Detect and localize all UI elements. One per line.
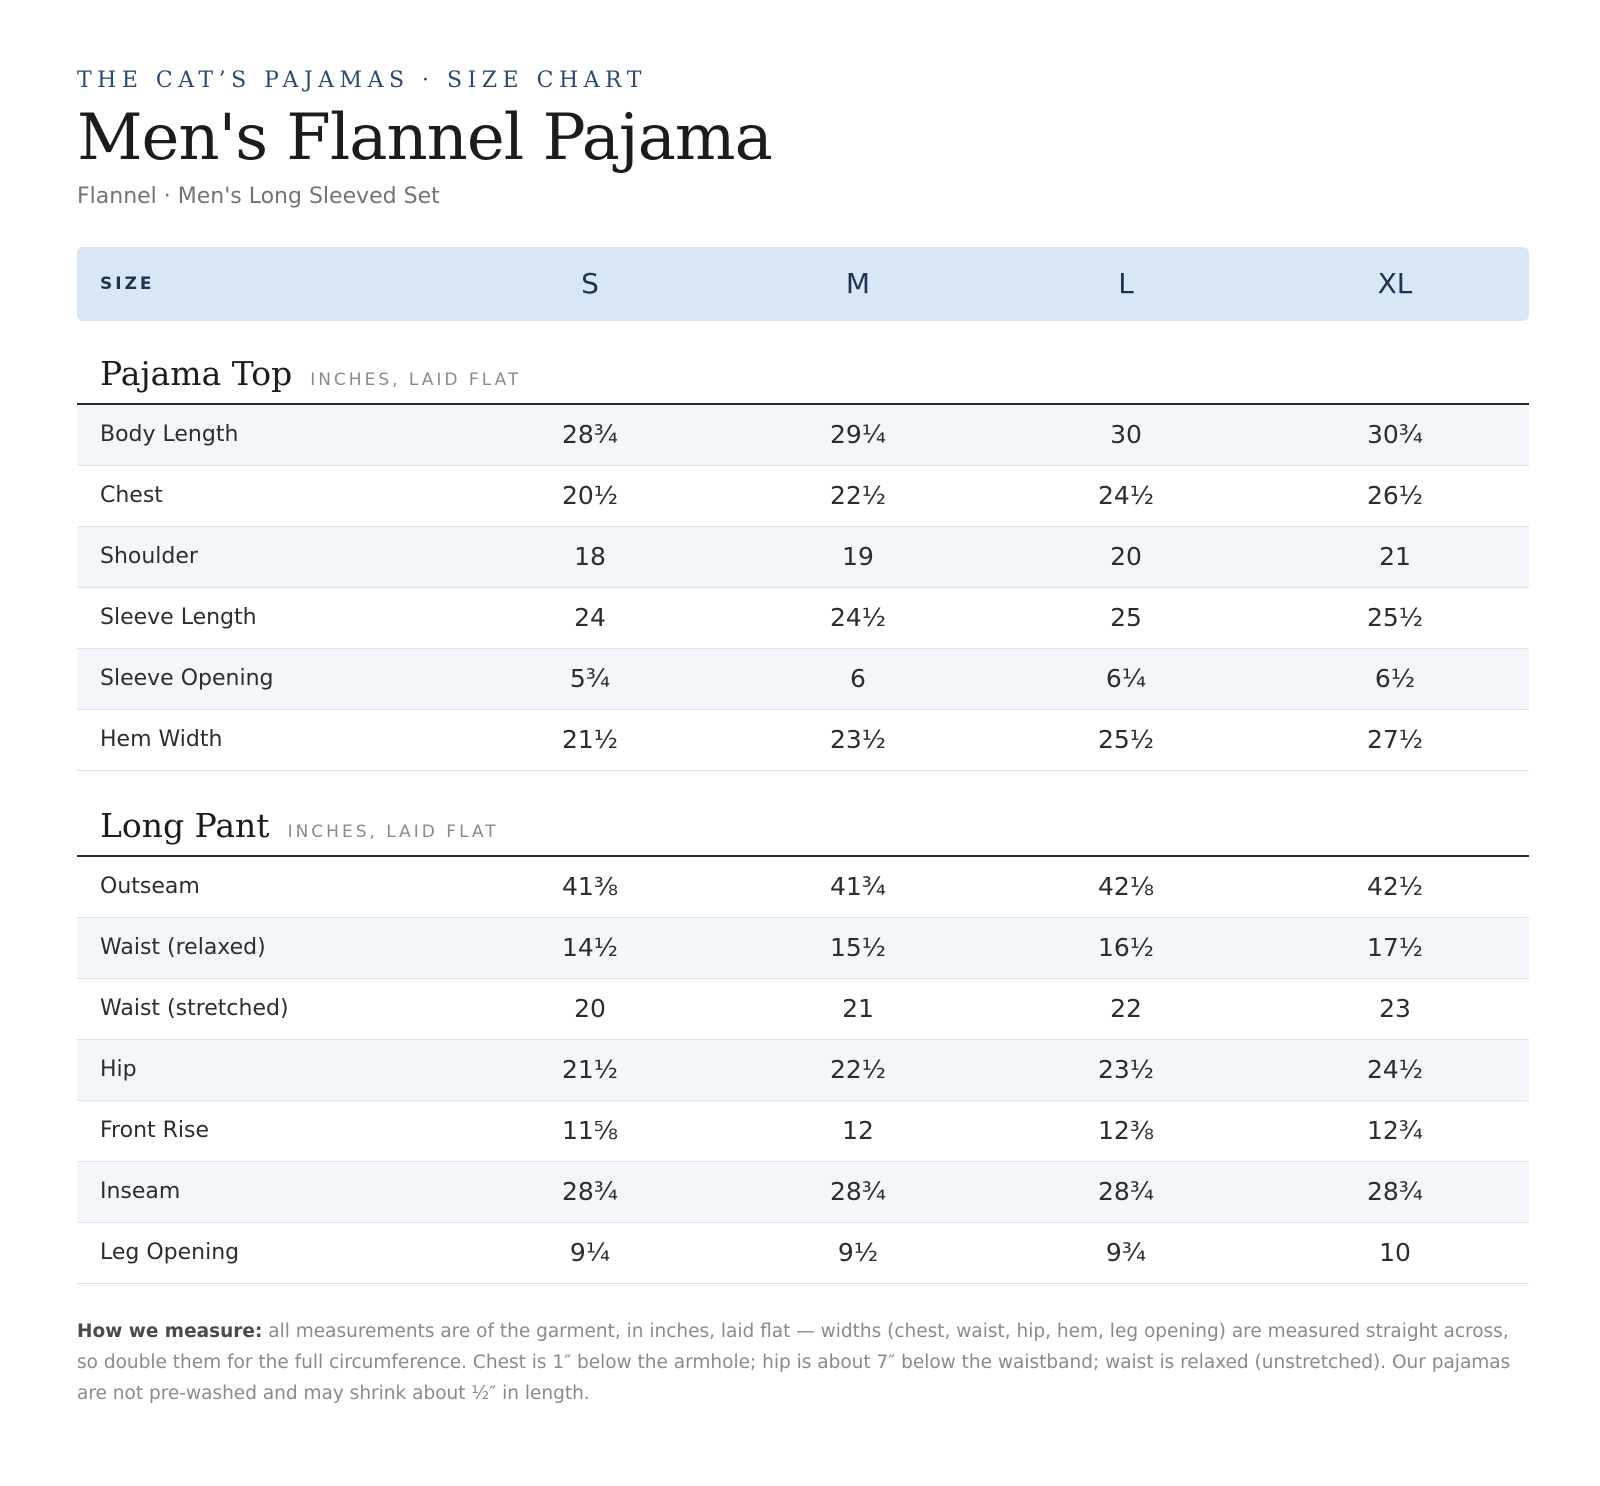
value-cell: 28¾ [829,1177,887,1206]
value-cell: 22½ [829,1055,887,1084]
section-pajama-top: Pajama Top INCHES, LAID FLAT Body Length … [77,341,1529,771]
value-cell: 11⅝ [561,1116,619,1145]
value-cell: 16½ [1097,933,1155,962]
row-label: Outseam [100,874,200,899]
value-cell: 28¾ [1097,1177,1155,1206]
value-cell: 10 [1379,1238,1411,1267]
row-label: Hem Width [100,727,223,752]
page-title: Men's Flannel Pajama [77,101,773,175]
value-cell: 24½ [829,603,887,632]
table-row: Body Length 28¾ 29¼ 30 30¾ [77,405,1529,466]
value-cell: 24½ [1097,481,1155,510]
table-row: Inseam 28¾ 28¾ 28¾ 28¾ [77,1162,1529,1223]
value-cell: 6 [850,664,866,693]
value-cell: 30 [1110,420,1142,449]
table-row: Sleeve Opening 5¾ 6 6¼ 6½ [77,649,1529,710]
value-cell: 20 [1110,542,1142,571]
table-row: Waist (stretched) 20 21 22 23 [77,979,1529,1040]
row-label: Inseam [100,1179,181,1204]
size-column-s: S [581,267,599,300]
value-cell: 22 [1110,994,1142,1023]
value-cell: 42⅛ [1097,872,1155,901]
measurement-note-text: all measurements are of the garment, in … [77,1321,1511,1404]
value-cell: 21½ [561,725,619,754]
row-label: Body Length [100,422,239,447]
value-cell: 5¾ [569,664,611,693]
section-unit-label: INCHES, LAID FLAT [310,370,522,390]
size-header-row: SIZE S M L XL [77,247,1529,321]
table-row: Chest 20½ 22½ 24½ 26½ [77,466,1529,527]
table-row: Shoulder 18 19 20 21 [77,527,1529,588]
value-cell: 23 [1379,994,1411,1023]
value-cell: 6¼ [1105,664,1147,693]
value-cell: 30¾ [1366,420,1424,449]
row-label: Chest [100,483,163,508]
value-cell: 23½ [1097,1055,1155,1084]
value-cell: 6½ [1374,664,1416,693]
value-cell: 9¾ [1105,1238,1147,1267]
table-row: Front Rise 11⅝ 12 12⅜ 12¾ [77,1101,1529,1162]
table-row: Waist (relaxed) 14½ 15½ 16½ 17½ [77,918,1529,979]
value-cell: 19 [842,542,874,571]
value-cell: 41⅜ [561,872,619,901]
size-column-l: L [1118,267,1134,300]
page-subtitle: Flannel · Men's Long Sleeved Set [77,184,440,209]
row-label: Sleeve Opening [100,666,274,691]
value-cell: 24 [574,603,606,632]
value-cell: 28¾ [561,420,619,449]
row-label: Front Rise [100,1118,210,1143]
value-cell: 12⅜ [1097,1116,1155,1145]
row-label: Sleeve Length [100,605,257,630]
value-cell: 25 [1110,603,1142,632]
table-row: Leg Opening 9¼ 9½ 9¾ 10 [77,1223,1529,1284]
row-label: Waist (relaxed) [100,935,266,960]
measurement-note-label: How we measure: [77,1321,263,1342]
table-row: Hem Width 21½ 23½ 25½ 27½ [77,710,1529,771]
value-cell: 23½ [829,725,887,754]
value-cell: 9¼ [569,1238,611,1267]
value-cell: 15½ [829,933,887,962]
value-cell: 28¾ [561,1177,619,1206]
value-cell: 9½ [837,1238,879,1267]
value-cell: 12¾ [1366,1116,1424,1145]
value-cell: 29¼ [829,420,887,449]
section-long-pant: Long Pant INCHES, LAID FLAT Outseam 41⅜ 4… [77,793,1529,1284]
value-cell: 28¾ [1366,1177,1424,1206]
measurement-note: How we measure: all measurements are of … [77,1316,1529,1409]
value-cell: 27½ [1366,725,1424,754]
value-cell: 42½ [1366,872,1424,901]
row-label: Shoulder [100,544,198,569]
value-cell: 21 [842,994,874,1023]
section-title: Long Pant INCHES, LAID FLAT [100,806,499,845]
value-cell: 26½ [1366,481,1424,510]
value-cell: 12 [842,1116,874,1145]
value-cell: 22½ [829,481,887,510]
value-cell: 17½ [1366,933,1424,962]
value-cell: 24½ [1366,1055,1424,1084]
section-title: Pajama Top INCHES, LAID FLAT [100,354,522,393]
value-cell: 20 [574,994,606,1023]
value-cell: 41¾ [829,872,887,901]
table-row: Hip 21½ 22½ 23½ 24½ [77,1040,1529,1101]
row-label: Waist (stretched) [100,996,289,1021]
brand-eyebrow: THE CAT’S PAJAMAS · SIZE CHART [77,68,647,93]
section-header: Long Pant INCHES, LAID FLAT [77,793,1529,857]
value-cell: 21½ [561,1055,619,1084]
table-row: Outseam 41⅜ 41¾ 42⅛ 42½ [77,857,1529,918]
value-cell: 20½ [561,481,619,510]
value-cell: 14½ [561,933,619,962]
value-cell: 18 [574,542,606,571]
value-cell: 21 [1379,542,1411,571]
size-header-label: SIZE [100,274,155,294]
section-unit-label: INCHES, LAID FLAT [287,822,499,842]
value-cell: 25½ [1366,603,1424,632]
value-cell: 25½ [1097,725,1155,754]
table-row: Sleeve Length 24 24½ 25 25½ [77,588,1529,649]
section-header: Pajama Top INCHES, LAID FLAT [77,341,1529,405]
row-label: Hip [100,1057,137,1082]
size-column-xl: XL [1377,267,1413,300]
row-label: Leg Opening [100,1240,240,1265]
size-column-m: M [845,267,871,300]
